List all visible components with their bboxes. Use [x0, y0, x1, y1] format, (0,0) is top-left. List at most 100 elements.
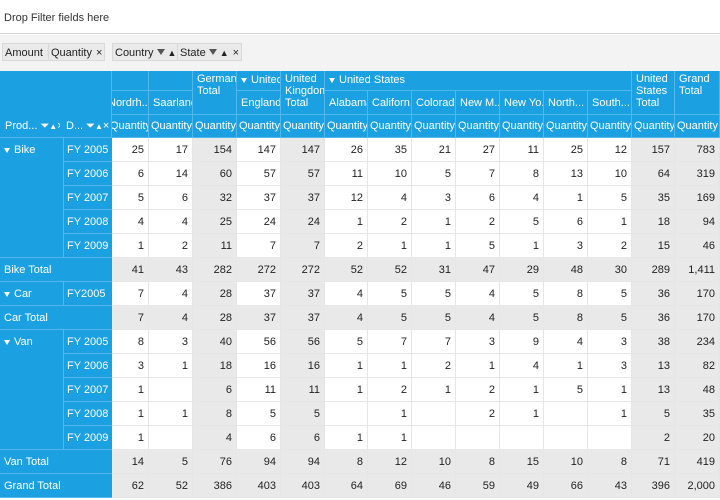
value-cell: 37 [281, 306, 325, 330]
column-header[interactable]: Saarland [149, 91, 193, 115]
sort-icon[interactable]: ▲ [94, 122, 103, 131]
value-cell [412, 402, 456, 426]
value-cell: 17 [149, 138, 193, 162]
filter-drop-label: Drop Filter fields here [4, 12, 110, 24]
row-date-header[interactable]: FY 2008 [63, 402, 112, 426]
value-cell: 37 [237, 306, 281, 330]
filter-icon[interactable]: ⏷ [83, 120, 95, 132]
measure-header[interactable]: Quantity [193, 115, 237, 138]
expand-icon[interactable] [329, 77, 335, 83]
row-date-header[interactable]: FY 2006 [63, 162, 112, 186]
value-cell: 12 [588, 138, 632, 162]
value-cell: 94 [281, 450, 325, 474]
measure-header[interactable]: Quantity [368, 115, 412, 138]
collapse-icon[interactable] [4, 339, 10, 345]
value-cell: 56 [281, 330, 325, 354]
value-cell: 71 [632, 450, 675, 474]
country-header[interactable]: United I [237, 71, 281, 91]
remove-icon[interactable]: × [95, 47, 103, 59]
row-date-header[interactable]: FY 2009 [63, 234, 112, 258]
row-date-header[interactable]: FY 2007 [63, 378, 112, 402]
value-cell: 28 [193, 282, 237, 306]
value-cell: 282 [193, 258, 237, 282]
remove-icon[interactable]: × [232, 47, 240, 59]
value-cell: 4 [325, 306, 368, 330]
value-cell: 69 [368, 474, 412, 498]
measure-header[interactable]: Quantity [456, 115, 500, 138]
row-date-header[interactable]: FY 2009 [63, 426, 112, 450]
row-date-header[interactable]: FY 2005 [63, 138, 112, 162]
value-cell: 396 [632, 474, 675, 498]
value-cell: 2 [149, 234, 193, 258]
measure-header[interactable]: Quantity [112, 115, 149, 138]
column-header[interactable]: Colorado [412, 91, 456, 115]
column-header[interactable]: New Yo... [500, 91, 544, 115]
row-date-header[interactable]: FY 2007 [63, 186, 112, 210]
value-cell: 35 [632, 186, 675, 210]
collapse-icon[interactable] [4, 291, 10, 297]
measure-header[interactable]: Quantity [237, 115, 281, 138]
value-cell: 52 [149, 474, 193, 498]
measure-header[interactable]: Quantity [412, 115, 456, 138]
filter-icon[interactable] [156, 49, 165, 56]
row-date-header[interactable]: FY2005 [63, 282, 112, 306]
value-cell: 6 [149, 186, 193, 210]
value-cell: 48 [544, 258, 588, 282]
value-cell: 2 [588, 234, 632, 258]
value-cell: 1 [368, 354, 412, 378]
value-cell: 38 [632, 330, 675, 354]
chip-state[interactable]: State ▲ × [177, 43, 243, 61]
row-product-header[interactable]: Bike [0, 138, 63, 258]
chip-date[interactable]: D... ⏷▲× [63, 117, 113, 135]
row-product-header[interactable]: Van [0, 330, 63, 450]
row-date-header[interactable]: FY 2005 [63, 330, 112, 354]
column-header[interactable]: South... [588, 91, 632, 115]
column-header[interactable]: England [237, 91, 281, 115]
value-cell: 43 [588, 474, 632, 498]
column-header[interactable]: Californ... [368, 91, 412, 115]
value-cell: 11 [193, 234, 237, 258]
axis-chip-row: Amount× Quantity× Country▲× State▲× [0, 35, 720, 71]
row-product-header[interactable]: Car [0, 282, 63, 306]
row-date-header[interactable]: FY 2008 [63, 210, 112, 234]
value-cell: 64 [632, 162, 675, 186]
measure-header[interactable]: Quantity [588, 115, 632, 138]
column-header[interactable]: Alabama [325, 91, 368, 115]
chip-quantity[interactable]: Quantity × [48, 43, 106, 61]
row-date-header[interactable]: FY 2006 [63, 354, 112, 378]
measure-header[interactable]: Quantity [281, 115, 325, 138]
column-header[interactable]: Nordrh... [112, 91, 149, 115]
sort-icon[interactable]: ▲ [49, 122, 58, 131]
measure-header[interactable]: Quantity [500, 115, 544, 138]
column-header[interactable]: United Kingdom Total [281, 71, 325, 115]
expand-icon[interactable] [241, 77, 247, 83]
sort-icon[interactable]: ▲ [219, 48, 229, 58]
chip-amount[interactable]: Amount× [2, 43, 57, 61]
measure-header[interactable]: Quantity [632, 115, 675, 138]
filter-drop-area[interactable]: Drop Filter fields here [0, 0, 720, 34]
column-header[interactable]: New M... [456, 91, 500, 115]
chip-label: Country [115, 47, 154, 59]
column-header[interactable]: Germany Total [193, 71, 237, 115]
remove-icon[interactable]: × [102, 120, 110, 132]
filter-icon[interactable] [208, 49, 217, 56]
column-header[interactable]: North... [544, 91, 588, 115]
row-total-header: Grand Total [0, 474, 112, 498]
column-header[interactable]: United States Total [632, 71, 675, 115]
measure-header[interactable]: Quantity [544, 115, 588, 138]
value-cell: 35 [675, 402, 720, 426]
sort-icon[interactable]: ▲ [167, 48, 177, 58]
chip-product[interactable]: Prod... ⏷▲× [2, 117, 60, 135]
column-header[interactable]: Grand Total [675, 71, 720, 115]
filter-icon[interactable]: ⏷ [37, 120, 50, 132]
measure-header[interactable]: Quantity [325, 115, 368, 138]
value-cell: 2 [325, 234, 368, 258]
measure-header[interactable]: Quantity [675, 115, 720, 138]
country-header[interactable]: United States [325, 71, 632, 91]
remove-icon[interactable]: × [57, 120, 60, 132]
row-total-header: Bike Total [0, 258, 112, 282]
value-cell: 8 [193, 402, 237, 426]
measure-header[interactable]: Quantity [149, 115, 193, 138]
chip-country[interactable]: Country▲× [112, 43, 190, 61]
collapse-icon[interactable] [4, 147, 10, 153]
